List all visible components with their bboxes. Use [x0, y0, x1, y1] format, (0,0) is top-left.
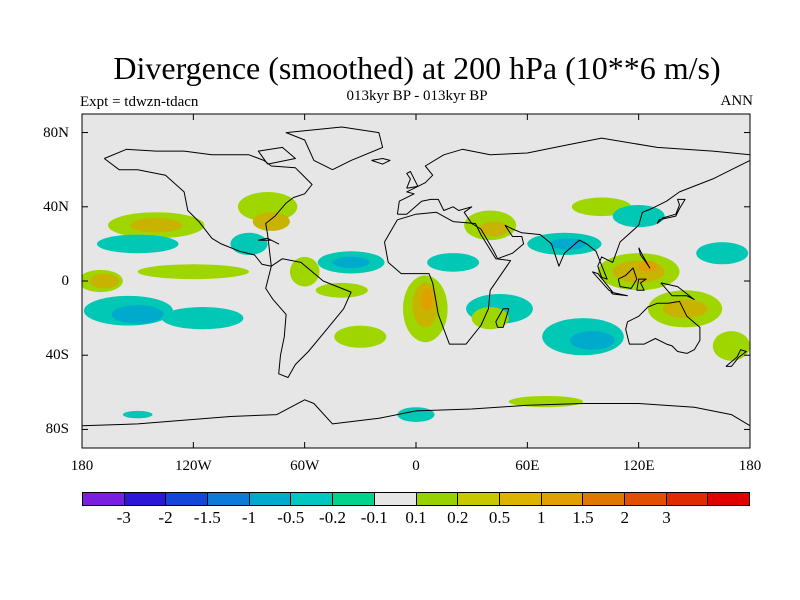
colorbar-swatch: [458, 493, 500, 505]
colorbar-swatch: [708, 493, 749, 505]
colorbar-swatch: [166, 493, 209, 505]
colorbar-label: -3: [116, 508, 131, 527]
longitude-tick-label: 60W: [290, 458, 320, 474]
longitude-tick-label: 120W: [174, 458, 212, 474]
latitude-tick-label: 80N: [43, 124, 69, 141]
latitude-tick-label: 40N: [43, 198, 69, 215]
experiment-label: Expt = tdwzn-tdacn: [80, 94, 199, 110]
colorbar-swatch: [624, 493, 667, 505]
season-label: ANN: [720, 93, 754, 109]
colorbar-swatch: [249, 493, 292, 505]
latitude-tick-label: 40S: [45, 347, 69, 364]
divergence-region: [111, 305, 164, 324]
colorbar-label: -2: [158, 508, 173, 527]
divergence-region: [570, 331, 615, 350]
latitude-tick-label: 0: [61, 273, 70, 289]
colorbar-swatch: [291, 493, 334, 505]
divergence-region: [89, 273, 120, 289]
colorbar-swatch: [124, 493, 167, 505]
longitude-tick-label: 180: [70, 458, 94, 474]
coastline-japan: [656, 198, 686, 224]
colorbar-swatch: [208, 493, 250, 505]
divergence-region: [549, 238, 587, 250]
divergence-region: [427, 253, 480, 272]
divergence-region: [96, 234, 179, 254]
latitude-tick-label: 80S: [45, 421, 69, 438]
colorbar-label: 1: [537, 508, 546, 527]
colorbar-label: -1: [241, 508, 257, 527]
longitude-tick-label: 180: [738, 458, 762, 474]
colorbar-swatch: [333, 493, 375, 505]
longitude-tick-label: 120E: [622, 458, 655, 474]
chart-title: Divergence (smoothed) at 200 hPa (10**6 …: [113, 50, 721, 86]
colorbar-swatch: [541, 493, 584, 505]
coastline-eurasia: [396, 137, 750, 280]
colorbar-label: -1.5: [193, 508, 221, 527]
colorbar-swatch: [416, 493, 459, 505]
coastline-philippines: [638, 247, 651, 269]
colorbar-label: 3: [662, 508, 671, 527]
longitude-tick-label: 0: [412, 458, 420, 474]
divergence-region: [122, 410, 153, 419]
coastline-iceland: [371, 158, 391, 165]
divergence-region: [696, 242, 749, 265]
coastline-new-guinea: [660, 282, 695, 301]
divergence-region: [252, 212, 290, 231]
divergence-region: [471, 307, 509, 330]
colorbar-swatch: [83, 493, 125, 505]
coastline-madagascar: [495, 308, 510, 328]
colorbar-swatch: [499, 493, 542, 505]
coastline-greenland: [285, 126, 384, 171]
chart-subtitle: 013kyr BP - 013kyr BP: [346, 88, 488, 104]
divergence-region: [612, 205, 665, 228]
divergence-region: [289, 256, 320, 287]
coastline-africa: [384, 211, 512, 345]
divergence-region: [334, 325, 387, 348]
colorbar-label: -0.5: [277, 508, 305, 527]
divergence-region: [479, 221, 509, 237]
colorbar-label: 0.2: [447, 508, 469, 527]
divergence-region: [638, 260, 658, 272]
divergence-region: [130, 217, 183, 233]
colorbar: [82, 492, 750, 506]
divergence-region: [161, 307, 244, 330]
divergence-region: [332, 256, 370, 268]
colorbar-label: 0.1: [405, 508, 427, 527]
divergence-region: [397, 407, 435, 422]
coastline-great-britain: [406, 171, 419, 189]
coastline-baffin-island: [257, 146, 296, 165]
divergence-region: [315, 282, 368, 298]
coastline-new-zealand: [725, 349, 747, 367]
coastline-cuba: [258, 237, 280, 245]
divergence-region: [230, 232, 268, 255]
divergence-region: [137, 264, 249, 280]
colorbar-label: -0.1: [360, 508, 388, 527]
divergence-region: [712, 331, 750, 361]
coastline-sulawesi: [636, 278, 647, 291]
coastline-borneo: [617, 267, 638, 289]
coastline-north-america: [103, 148, 313, 267]
divergence-region: [662, 299, 708, 319]
colorbar-swatch: [666, 493, 709, 505]
colorbar-label: 1.5: [572, 508, 594, 527]
longitude-tick-label: 60E: [515, 458, 540, 474]
divergence-region: [421, 288, 433, 311]
colorbar-label: 2: [620, 508, 630, 527]
colorbar-label: 0.5: [488, 508, 511, 527]
coastline-australia: [625, 300, 701, 354]
colorbar-label: -0.2: [319, 508, 346, 527]
colorbar-swatch: [374, 493, 417, 505]
colorbar-swatch: [583, 493, 625, 505]
coastline-java: [610, 291, 628, 297]
coastline-south-america: [265, 258, 352, 378]
coastline-antarctica: [82, 399, 750, 427]
